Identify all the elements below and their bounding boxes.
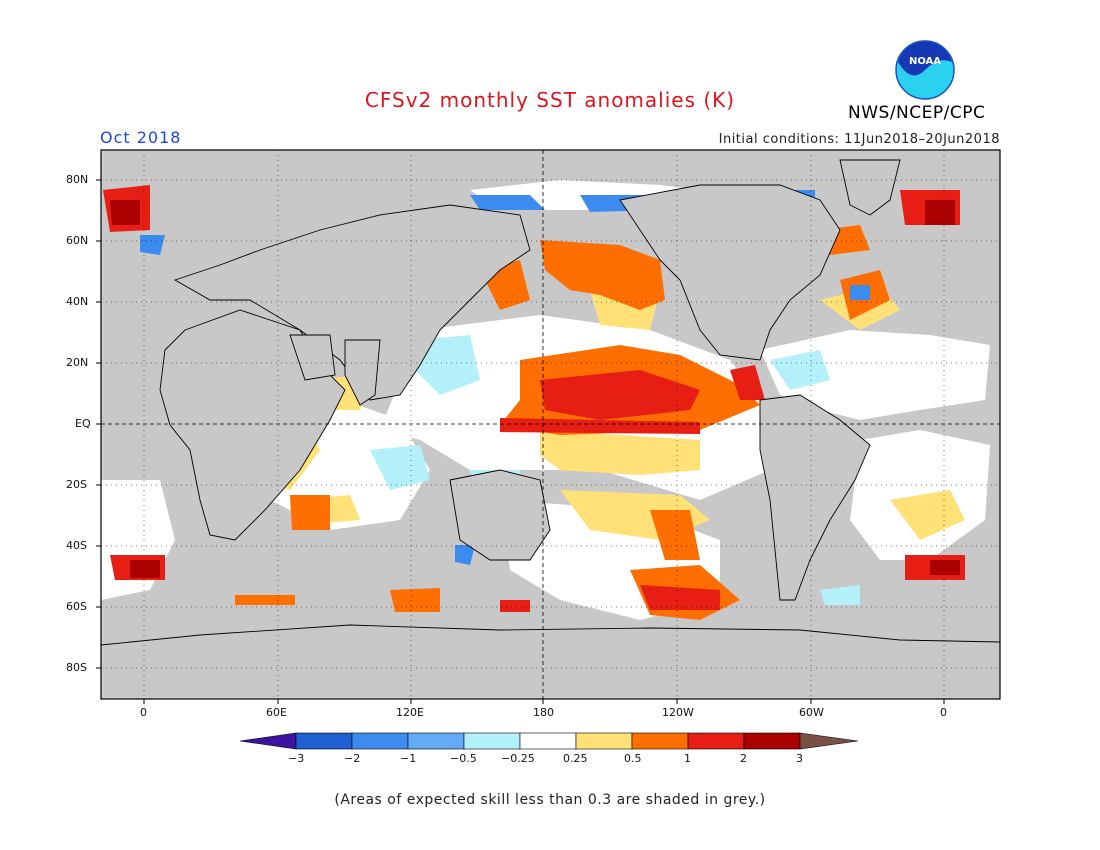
- initial-conditions: Initial conditions: 11Jun2018–20Jun2018: [718, 132, 1000, 147]
- colorbar-bin: [463, 732, 521, 750]
- lat-label: 60S: [66, 600, 87, 613]
- skill-footnote: (Areas of expected skill less than 0.3 a…: [334, 792, 766, 808]
- axis-ticks: [96, 179, 945, 704]
- forecast-month: Oct 2018: [100, 128, 182, 147]
- lat-label: 60N: [66, 234, 89, 247]
- colorbar-bin: [631, 732, 689, 750]
- colorbar-bin: [743, 732, 801, 750]
- lon-label: 120E: [396, 706, 424, 719]
- colorbar-bin: [295, 732, 353, 750]
- agency-label: NWS/NCEP/CPC: [848, 103, 986, 123]
- lat-label: EQ: [75, 417, 91, 430]
- colorbar-label: 0.5: [624, 752, 642, 765]
- lon-label: 0: [940, 706, 947, 719]
- map-title: CFSv2 monthly SST anomalies (K): [364, 88, 736, 112]
- colorbar-label: −0.25: [501, 752, 535, 765]
- colorbar-label: −0.5: [450, 752, 477, 765]
- colorbar-bin: [687, 732, 745, 750]
- lat-label: 40S: [66, 539, 87, 552]
- colorbar-bin: [575, 732, 633, 750]
- colorbar-bin: [407, 732, 465, 750]
- colorbar-label: −2: [344, 752, 361, 765]
- lon-label: 60E: [266, 706, 287, 719]
- colorbar-label: 3: [796, 752, 803, 765]
- colorbar-left-arrow: [239, 732, 297, 750]
- noaa-logo-icon: NOAA: [895, 40, 955, 100]
- lat-label: 40N: [66, 295, 89, 308]
- colorbar-label: 1: [684, 752, 691, 765]
- colorbar-label: −1: [400, 752, 417, 765]
- colorbar-label: −3: [288, 752, 305, 765]
- lon-label: 60W: [799, 706, 824, 719]
- colorbar-label: 2: [740, 752, 747, 765]
- colorbar-label: 0.25: [563, 752, 588, 765]
- colorbar-right-arrow: [799, 732, 859, 750]
- lat-label: 80N: [66, 173, 89, 186]
- lat-label: 80S: [66, 661, 87, 674]
- lon-label: 180: [533, 706, 554, 719]
- lon-label: 120W: [662, 706, 694, 719]
- lat-label: 20N: [66, 356, 89, 369]
- colorbar-bin: [351, 732, 409, 750]
- noaa-logo-text: NOAA: [909, 56, 941, 67]
- lon-label: 0: [140, 706, 147, 719]
- continent-outlines: [101, 159, 1000, 699]
- colorbar-bin: [519, 732, 577, 750]
- lat-label: 20S: [66, 478, 87, 491]
- very-strong-positive-anomaly: [110, 200, 960, 578]
